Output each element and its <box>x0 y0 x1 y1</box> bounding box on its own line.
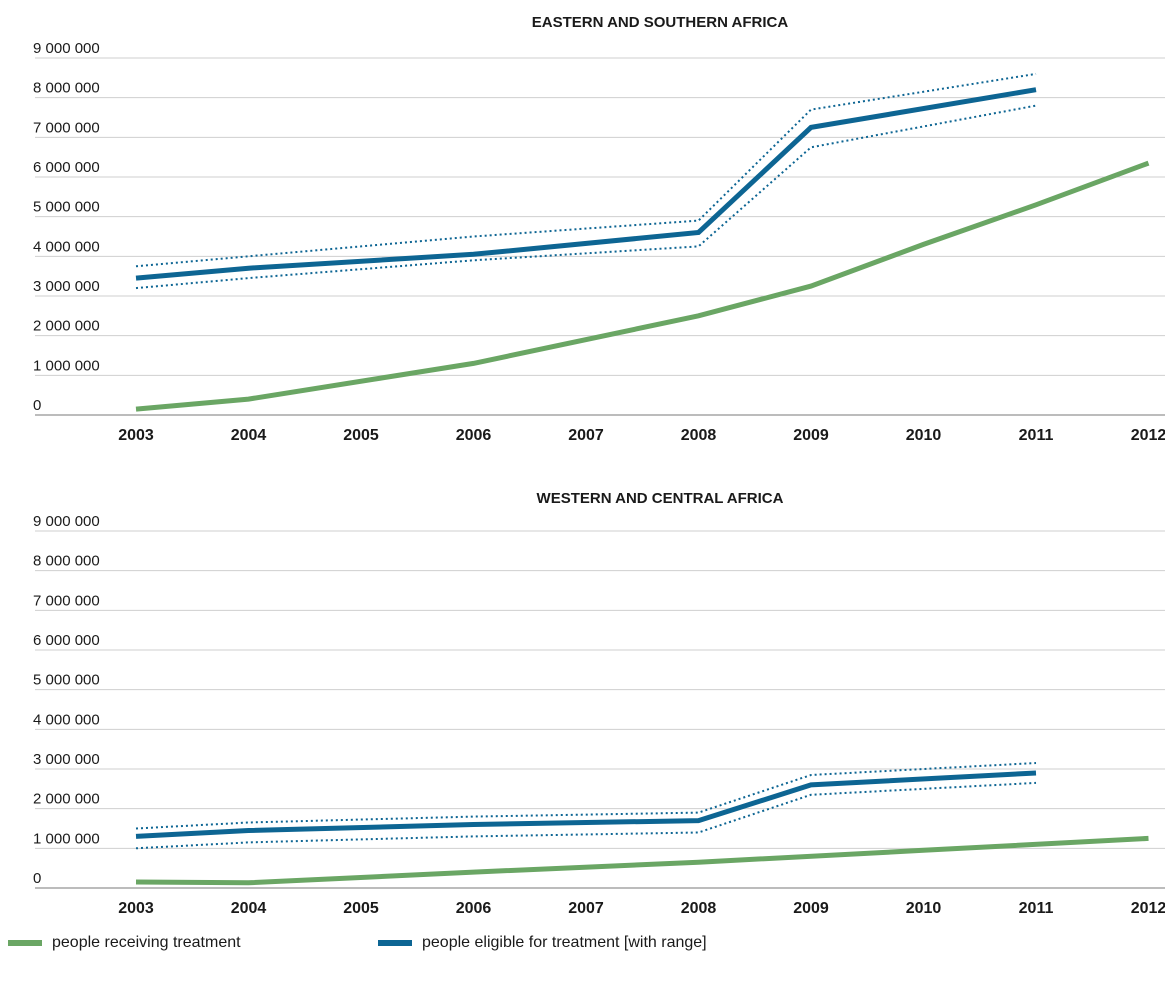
y-tick-label: 1 000 000 <box>33 830 100 847</box>
series-eligible-line <box>135 87 1037 281</box>
y-tick-label: 6 000 000 <box>33 632 100 649</box>
chart-panel-western-central: WESTERN AND CENTRAL AFRICA 0 1 000 000 2 00… <box>33 490 1165 917</box>
x-tick-label: 2004 <box>231 427 267 444</box>
legend-label-eligible: people eligible for treatment [with rang… <box>422 934 707 951</box>
legend-label-treatment: people receiving treatment <box>52 934 241 951</box>
x-tick-label: 2007 <box>568 427 604 444</box>
x-tick-label: 2012 <box>1131 900 1165 917</box>
series-treatment-line <box>135 835 1149 886</box>
series-treatment-line <box>135 160 1150 412</box>
x-tick-label: 2003 <box>118 427 154 444</box>
legend: people receiving treatment people eligib… <box>0 934 1165 964</box>
x-tick-label: 2004 <box>231 900 267 917</box>
x-tick-label: 2005 <box>343 900 379 917</box>
y-tick-label: 7 000 000 <box>33 592 100 609</box>
y-tick-label: 8 000 000 <box>33 80 100 97</box>
y-tick-label: 5 000 000 <box>33 672 100 689</box>
chart-title: WESTERN AND CENTRAL AFRICA <box>537 490 784 507</box>
x-tick-label: 2012 <box>1131 427 1165 444</box>
x-tick-label: 2010 <box>906 427 942 444</box>
y-tick-label: 5 000 000 <box>33 199 100 216</box>
chart-panel-eastern-southern: EASTERN AND SOUTHERN AFRICA 0 1 000 000 2 0… <box>33 14 1165 444</box>
y-tick-label: 2 000 000 <box>33 318 100 335</box>
x-tick-label: 2003 <box>118 900 154 917</box>
legend-item-eligible: people eligible for treatment [with rang… <box>378 934 707 952</box>
x-tick-label: 2007 <box>568 900 604 917</box>
y-tick-label: 2 000 000 <box>33 791 100 808</box>
y-tick-label: 3 000 000 <box>33 751 100 768</box>
x-tick-label: 2006 <box>456 427 492 444</box>
y-tick-label: 1 000 000 <box>33 357 100 374</box>
y-tick-label: 4 000 000 <box>33 238 100 255</box>
x-tick-label: 2010 <box>906 900 942 917</box>
y-tick-label: 9 000 000 <box>33 40 100 57</box>
legend-item-treatment: people receiving treatment <box>8 934 241 952</box>
y-tick-label: 3 000 000 <box>33 278 100 295</box>
y-tick-label: 4 000 000 <box>33 711 100 728</box>
series-eligible-range-high <box>135 762 1037 830</box>
series-eligible-range-high <box>135 72 1037 268</box>
x-tick-label: 2005 <box>343 427 379 444</box>
legend-swatch-eligible <box>378 940 412 946</box>
y-tick-label: 9 000 000 <box>33 513 100 530</box>
y-tick-label: 8 000 000 <box>33 553 100 570</box>
y-tick-label: 0 <box>33 397 41 414</box>
legend-swatch-treatment <box>8 940 42 946</box>
y-tick-label: 7 000 000 <box>33 119 100 136</box>
y-tick-label: 0 <box>33 870 41 887</box>
x-tick-label: 2009 <box>793 427 829 444</box>
series-eligible-range-low <box>135 781 1037 850</box>
x-tick-label: 2009 <box>793 900 829 917</box>
x-tick-label: 2011 <box>1019 900 1054 917</box>
x-tick-label: 2008 <box>681 900 717 917</box>
series-eligible-range-low <box>135 104 1037 290</box>
x-tick-label: 2008 <box>681 427 717 444</box>
series-eligible-line <box>135 770 1037 839</box>
y-tick-label: 6 000 000 <box>33 159 100 176</box>
x-tick-label: 2011 <box>1019 427 1054 444</box>
x-tick-label: 2006 <box>456 900 492 917</box>
chart-title: EASTERN AND SOUTHERN AFRICA <box>532 14 789 31</box>
